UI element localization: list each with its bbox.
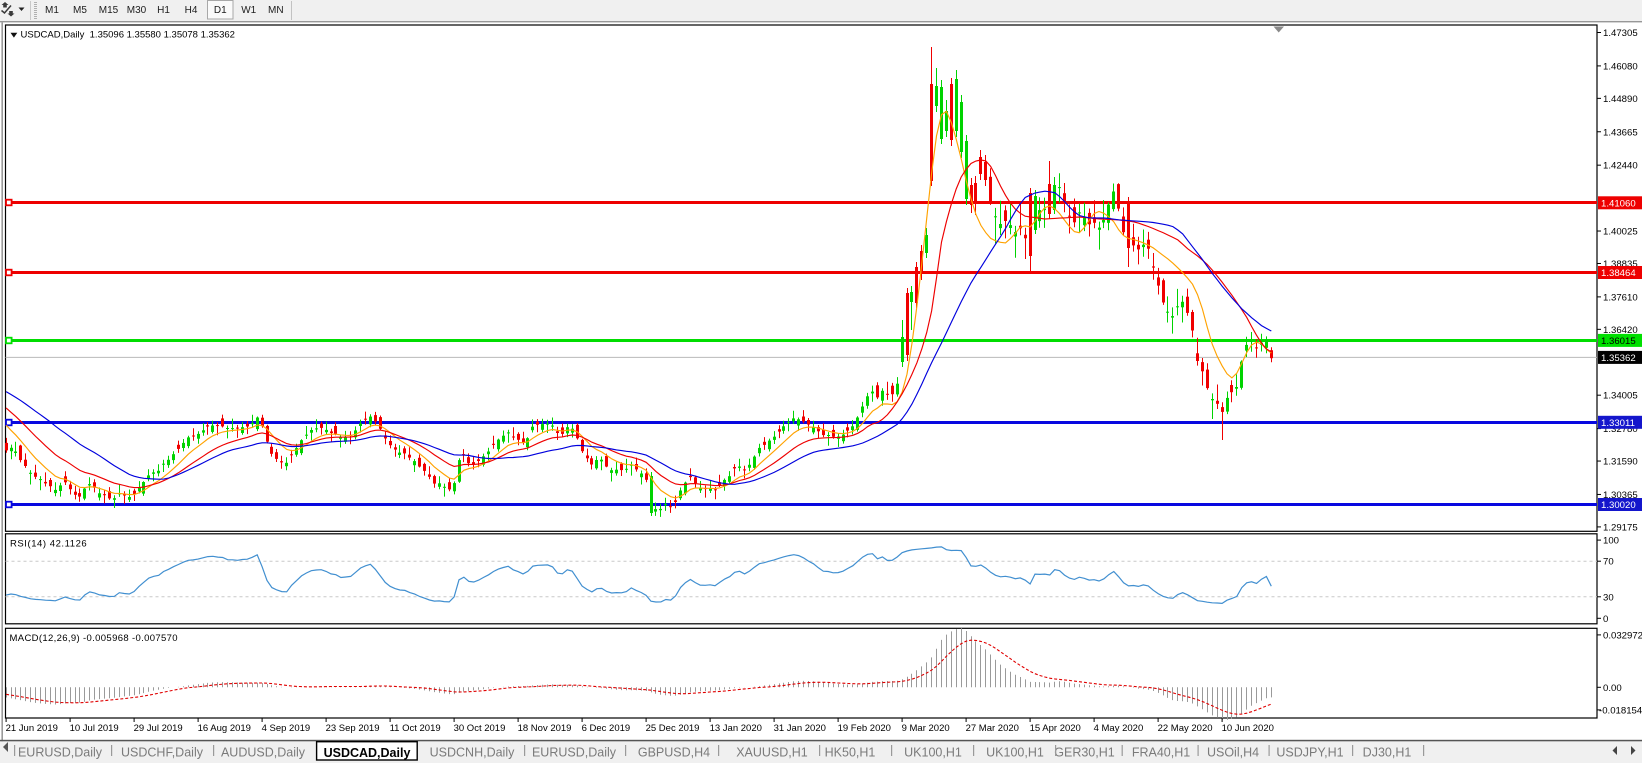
svg-text:70: 70	[1603, 557, 1614, 568]
svg-text:EURUSD,Daily: EURUSD,Daily	[532, 746, 617, 760]
svg-text:GER30,H1: GER30,H1	[1054, 746, 1114, 760]
svg-text:1.44890: 1.44890	[1603, 94, 1638, 105]
svg-text:10 Jun 2020: 10 Jun 2020	[1222, 723, 1274, 734]
svg-text:M5: M5	[73, 5, 87, 16]
svg-text:FRA40,H1: FRA40,H1	[1132, 746, 1190, 760]
svg-text:30 Oct 2019: 30 Oct 2019	[454, 723, 506, 734]
svg-text:1.46080: 1.46080	[1603, 61, 1638, 72]
svg-text:1.31590: 1.31590	[1603, 457, 1638, 468]
svg-text:21 Jun 2019: 21 Jun 2019	[6, 723, 58, 734]
svg-text:1.38835: 1.38835	[1603, 259, 1638, 270]
svg-text:13 Jan 2020: 13 Jan 2020	[710, 723, 762, 734]
svg-text:0.00: 0.00	[1603, 683, 1622, 694]
svg-text:1.30020: 1.30020	[1601, 500, 1636, 511]
svg-text:M30: M30	[127, 5, 147, 16]
svg-text:22 May 2020: 22 May 2020	[1158, 723, 1213, 734]
svg-text:1.38464: 1.38464	[1601, 268, 1636, 279]
svg-text:1.43665: 1.43665	[1603, 127, 1638, 138]
svg-text:1.30365: 1.30365	[1603, 490, 1638, 501]
svg-text:HK50,H1: HK50,H1	[825, 746, 876, 760]
svg-text:1.36420: 1.36420	[1603, 325, 1638, 336]
svg-text:4 May 2020: 4 May 2020	[1094, 723, 1144, 734]
svg-text:6 Dec 2019: 6 Dec 2019	[582, 723, 631, 734]
svg-text:1.34005: 1.34005	[1603, 391, 1638, 402]
svg-text:1.42440: 1.42440	[1603, 161, 1638, 172]
svg-text:15 Apr 2020: 15 Apr 2020	[1030, 723, 1081, 734]
svg-text:18 Nov 2019: 18 Nov 2019	[518, 723, 572, 734]
svg-text:1.33011: 1.33011	[1601, 418, 1635, 429]
svg-text:RSI(14) 42.1126: RSI(14) 42.1126	[10, 539, 87, 550]
svg-text:M15: M15	[99, 5, 119, 16]
svg-text:USDCAD,Daily: USDCAD,Daily	[324, 746, 411, 760]
svg-text:100: 100	[1603, 536, 1619, 547]
svg-text:23 Sep 2019: 23 Sep 2019	[326, 723, 380, 734]
svg-text:USDCHF,Daily: USDCHF,Daily	[121, 746, 204, 760]
svg-text:MACD(12,26,9) -0.005968 -0.007: MACD(12,26,9) -0.005968 -0.007570	[10, 633, 178, 644]
svg-text:D1: D1	[214, 5, 227, 16]
svg-text:25 Dec 2019: 25 Dec 2019	[646, 723, 700, 734]
svg-text:M1: M1	[45, 5, 59, 16]
svg-text:1.40025: 1.40025	[1603, 227, 1638, 238]
svg-text:1.41060: 1.41060	[1601, 198, 1636, 209]
svg-text:AUDUSD,Daily: AUDUSD,Daily	[221, 746, 306, 760]
svg-text:EURUSD,Daily: EURUSD,Daily	[18, 746, 103, 760]
svg-text:UK100,H1: UK100,H1	[904, 746, 962, 760]
svg-text:10 Jul 2019: 10 Jul 2019	[70, 723, 119, 734]
svg-text:W1: W1	[241, 5, 256, 16]
svg-text:USDJPY,H1: USDJPY,H1	[1276, 746, 1343, 760]
svg-text:1.36015: 1.36015	[1601, 336, 1636, 347]
svg-text:H4: H4	[185, 5, 198, 16]
svg-text:29 Jul 2019: 29 Jul 2019	[134, 723, 183, 734]
svg-text:GBPUSD,H4: GBPUSD,H4	[638, 746, 710, 760]
svg-text:USOil,H4: USOil,H4	[1207, 746, 1259, 760]
svg-text:11 Oct 2019: 11 Oct 2019	[390, 723, 441, 734]
svg-text:4 Sep 2019: 4 Sep 2019	[262, 723, 311, 734]
svg-text:9 Mar 2020: 9 Mar 2020	[902, 723, 950, 734]
svg-text:1.37610: 1.37610	[1603, 292, 1638, 303]
svg-text:0: 0	[1603, 614, 1608, 625]
svg-text:DJ30,H1: DJ30,H1	[1363, 746, 1412, 760]
svg-text:30: 30	[1603, 592, 1614, 603]
svg-text:19 Feb 2020: 19 Feb 2020	[838, 723, 891, 734]
svg-text:1.29175: 1.29175	[1603, 522, 1638, 533]
svg-text:27 Mar 2020: 27 Mar 2020	[966, 723, 1019, 734]
svg-text:1.35362: 1.35362	[1601, 353, 1636, 364]
svg-text:-0.018154: -0.018154	[1599, 705, 1642, 716]
svg-text:XAUUSD,H1: XAUUSD,H1	[736, 746, 808, 760]
svg-text:USDCAD,Daily 1.35096 1.35580: USDCAD,Daily 1.35096 1.35580 1.35078 1.3…	[21, 30, 235, 41]
svg-text:0.032972: 0.032972	[1603, 630, 1642, 641]
svg-text:H1: H1	[157, 5, 170, 16]
svg-text:16 Aug 2019: 16 Aug 2019	[198, 723, 251, 734]
svg-text:31 Jan 2020: 31 Jan 2020	[774, 723, 826, 734]
svg-text:1.47305: 1.47305	[1603, 28, 1638, 39]
svg-text:MN: MN	[268, 5, 284, 16]
svg-text:UK100,H1: UK100,H1	[986, 746, 1044, 760]
svg-text:1.32780: 1.32780	[1603, 424, 1638, 435]
svg-text:USDCNH,Daily: USDCNH,Daily	[430, 746, 515, 760]
